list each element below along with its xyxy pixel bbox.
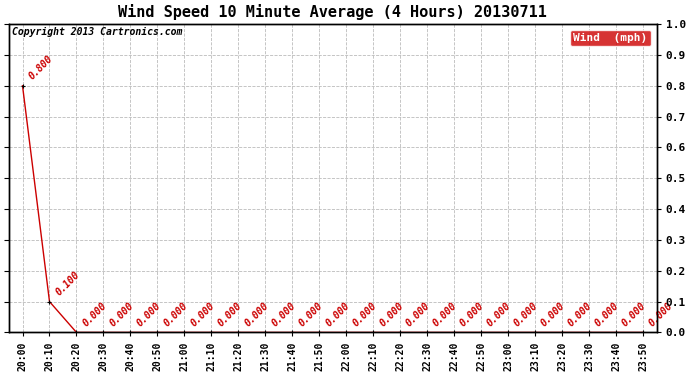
Text: 0.000: 0.000 xyxy=(566,300,594,328)
Text: 0.000: 0.000 xyxy=(620,300,648,328)
Text: 0.000: 0.000 xyxy=(377,300,405,328)
Text: 0.000: 0.000 xyxy=(297,300,324,328)
Text: 0.000: 0.000 xyxy=(135,300,162,328)
Text: 0.000: 0.000 xyxy=(431,300,460,328)
Text: 0.000: 0.000 xyxy=(242,300,270,328)
Text: 0.800: 0.800 xyxy=(27,54,55,82)
Text: 0.000: 0.000 xyxy=(513,300,540,328)
Text: 0.000: 0.000 xyxy=(188,300,217,328)
Text: 0.000: 0.000 xyxy=(351,300,378,328)
Text: 0.000: 0.000 xyxy=(593,300,621,328)
Text: 0.000: 0.000 xyxy=(108,300,135,328)
Text: 0.000: 0.000 xyxy=(647,300,675,328)
Text: 0.000: 0.000 xyxy=(458,300,486,328)
Title: Wind Speed 10 Minute Average (4 Hours) 20130711: Wind Speed 10 Minute Average (4 Hours) 2… xyxy=(119,4,547,20)
Text: 0.000: 0.000 xyxy=(161,300,190,328)
Text: 0.000: 0.000 xyxy=(540,300,567,328)
Text: 0.100: 0.100 xyxy=(54,270,81,297)
Text: 0.000: 0.000 xyxy=(270,300,297,328)
Legend: Wind  (mph): Wind (mph) xyxy=(570,30,651,46)
Text: 0.000: 0.000 xyxy=(324,300,351,328)
Text: Copyright 2013 Cartronics.com: Copyright 2013 Cartronics.com xyxy=(12,27,183,37)
Text: 0.000: 0.000 xyxy=(485,300,513,328)
Text: 0.000: 0.000 xyxy=(215,300,244,328)
Text: 0.000: 0.000 xyxy=(81,300,108,328)
Text: 0.000: 0.000 xyxy=(404,300,432,328)
